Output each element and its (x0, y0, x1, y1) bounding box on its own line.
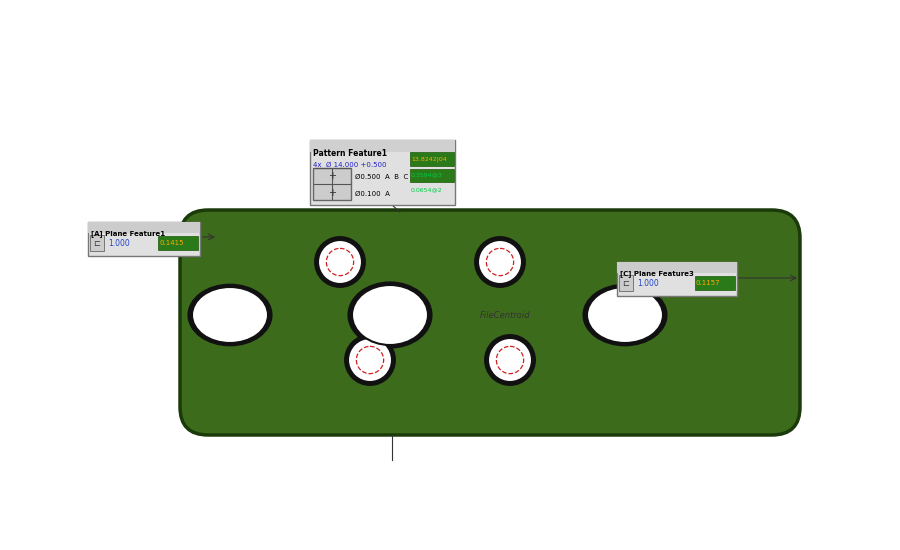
Circle shape (474, 236, 526, 288)
Text: 0.0654@2: 0.0654@2 (411, 188, 443, 192)
Circle shape (484, 334, 536, 386)
Circle shape (488, 338, 532, 382)
Circle shape (348, 338, 392, 382)
Ellipse shape (582, 284, 668, 346)
FancyBboxPatch shape (410, 152, 454, 166)
FancyBboxPatch shape (410, 169, 454, 182)
Text: ⊏: ⊏ (623, 278, 629, 288)
Text: FileCentroid: FileCentroid (480, 311, 531, 320)
Text: 0.3594@3: 0.3594@3 (411, 173, 443, 178)
Text: [A] Plane Feature1: [A] Plane Feature1 (91, 230, 165, 237)
Ellipse shape (352, 285, 428, 345)
Text: 1.000: 1.000 (108, 239, 130, 248)
FancyBboxPatch shape (310, 140, 455, 152)
Text: +: + (328, 171, 336, 181)
FancyBboxPatch shape (617, 262, 737, 273)
Text: Ø0.500  A  B  C: Ø0.500 A B C (355, 174, 409, 180)
FancyBboxPatch shape (695, 276, 735, 290)
Circle shape (318, 240, 362, 284)
Text: +: + (328, 188, 336, 198)
Text: 1.000: 1.000 (637, 278, 659, 288)
Ellipse shape (587, 287, 663, 343)
FancyBboxPatch shape (88, 222, 200, 256)
Text: 13.8242|04: 13.8242|04 (411, 156, 446, 162)
FancyBboxPatch shape (313, 168, 351, 200)
Text: Ø0.100  A: Ø0.100 A (355, 191, 390, 197)
FancyBboxPatch shape (617, 262, 737, 296)
Text: [C] Plane Feature3: [C] Plane Feature3 (620, 270, 694, 277)
Ellipse shape (192, 287, 268, 343)
FancyBboxPatch shape (619, 275, 633, 291)
Text: 4x  Ø 14.000 +0.500: 4x Ø 14.000 +0.500 (313, 162, 386, 168)
Circle shape (478, 240, 522, 284)
FancyBboxPatch shape (310, 140, 455, 205)
Text: ⊏: ⊏ (94, 239, 101, 248)
Text: Pattern Feature1: Pattern Feature1 (313, 149, 387, 158)
FancyBboxPatch shape (90, 235, 104, 251)
FancyBboxPatch shape (180, 210, 800, 435)
FancyBboxPatch shape (88, 222, 200, 233)
Ellipse shape (187, 284, 273, 346)
Text: 0.1157: 0.1157 (696, 280, 721, 286)
Ellipse shape (347, 282, 433, 349)
Circle shape (344, 334, 396, 386)
FancyBboxPatch shape (158, 236, 198, 250)
Text: 0.1415: 0.1415 (159, 240, 184, 246)
Circle shape (314, 236, 366, 288)
